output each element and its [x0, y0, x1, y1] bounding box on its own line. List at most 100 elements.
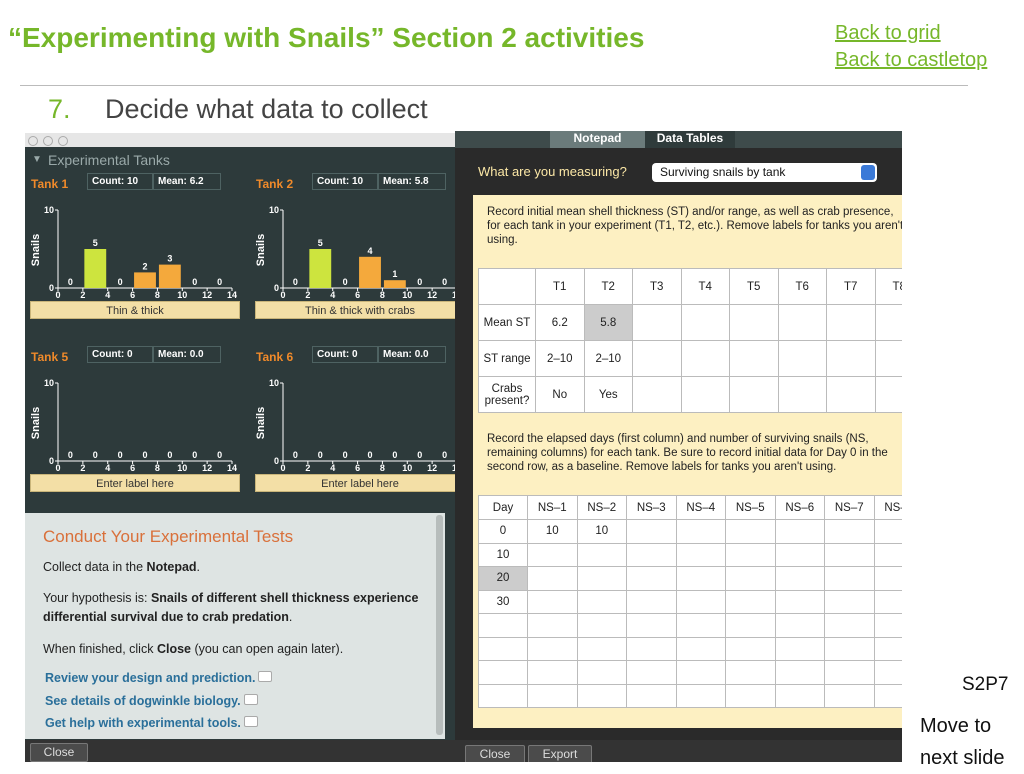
table-cell[interactable]: [626, 613, 677, 638]
window-button[interactable]: [28, 136, 38, 146]
table-cell[interactable]: [826, 376, 876, 413]
table-cell[interactable]: [824, 589, 875, 614]
table-cell[interactable]: Yes: [583, 376, 633, 413]
close-button[interactable]: Close: [30, 743, 88, 762]
table-cell[interactable]: [632, 340, 682, 377]
table-cell[interactable]: [725, 542, 776, 567]
table-cell[interactable]: [527, 683, 578, 708]
table-cell[interactable]: [675, 613, 726, 638]
table-cell[interactable]: [873, 519, 902, 544]
table-cell[interactable]: 5.8: [583, 304, 633, 341]
table-cell[interactable]: 20: [478, 566, 528, 591]
table-cell[interactable]: [774, 519, 825, 544]
table-cell[interactable]: [725, 683, 776, 708]
table-cell[interactable]: [576, 636, 627, 661]
table-cell[interactable]: [873, 683, 902, 708]
table-cell[interactable]: [873, 542, 902, 567]
close-button[interactable]: Close: [465, 745, 525, 762]
bar[interactable]: [158, 264, 181, 288]
table-cell[interactable]: [873, 566, 902, 591]
table-cell[interactable]: [729, 340, 779, 377]
table-cell[interactable]: [576, 589, 627, 614]
table-cell[interactable]: [824, 566, 875, 591]
help-link[interactable]: See details of dogwinkle biology.: [45, 693, 258, 708]
table-cell[interactable]: [675, 542, 726, 567]
table-cell[interactable]: [824, 636, 875, 661]
table-cell[interactable]: 10: [478, 542, 528, 567]
table-cell[interactable]: [777, 304, 827, 341]
table-cell[interactable]: 30: [478, 589, 528, 614]
table-cell[interactable]: 10: [527, 519, 578, 544]
table-cell[interactable]: [725, 519, 776, 544]
table-cell[interactable]: [873, 589, 902, 614]
table-cell[interactable]: [824, 683, 875, 708]
tab[interactable]: Notepad: [550, 131, 645, 148]
bar[interactable]: [383, 280, 406, 288]
table-cell[interactable]: [777, 340, 827, 377]
tank-label-button[interactable]: Enter label here: [255, 474, 455, 492]
table-cell[interactable]: [675, 636, 726, 661]
table-cell[interactable]: [826, 340, 876, 377]
table-cell[interactable]: [527, 542, 578, 567]
window-button[interactable]: [43, 136, 53, 146]
table-cell[interactable]: [675, 519, 726, 544]
table-cell[interactable]: [576, 683, 627, 708]
table-cell[interactable]: [478, 683, 528, 708]
table-cell[interactable]: [675, 589, 726, 614]
table-cell[interactable]: [774, 566, 825, 591]
table-cell[interactable]: [478, 660, 528, 685]
bar[interactable]: [359, 256, 381, 288]
table-cell[interactable]: [626, 683, 677, 708]
table-cell[interactable]: [774, 542, 825, 567]
table-cell[interactable]: [478, 613, 528, 638]
table-cell[interactable]: [527, 566, 578, 591]
table-cell[interactable]: [527, 589, 578, 614]
measure-select[interactable]: Surviving snails by tank: [652, 163, 877, 182]
table-cell[interactable]: [675, 683, 726, 708]
nav-link[interactable]: Back to castletop: [835, 49, 988, 71]
table-cell[interactable]: [626, 660, 677, 685]
tab[interactable]: Data Tables: [645, 131, 735, 148]
table-cell[interactable]: [675, 566, 726, 591]
table-cell[interactable]: 10: [576, 519, 627, 544]
table-cell[interactable]: [774, 683, 825, 708]
table-cell[interactable]: [826, 304, 876, 341]
next-slide-link[interactable]: Move to next slide: [920, 715, 1005, 769]
table-cell[interactable]: [680, 376, 730, 413]
table-cell[interactable]: 2–10: [535, 340, 585, 377]
nav-link[interactable]: Back to grid: [835, 22, 941, 44]
table-cell[interactable]: 2–10: [583, 340, 633, 377]
table-cell[interactable]: [626, 636, 677, 661]
table-cell[interactable]: [632, 376, 682, 413]
table-cell[interactable]: [874, 340, 902, 377]
table-cell[interactable]: [873, 613, 902, 638]
table-cell[interactable]: [632, 304, 682, 341]
help-link[interactable]: Review your design and prediction.: [45, 671, 273, 685]
export-button[interactable]: Export: [528, 745, 592, 762]
tank-label-button[interactable]: Enter label here: [30, 474, 240, 492]
table-cell[interactable]: [680, 340, 730, 377]
table-cell[interactable]: 0: [478, 519, 528, 544]
table-cell[interactable]: [626, 542, 677, 567]
table-cell[interactable]: [774, 589, 825, 614]
tank-label-button[interactable]: Thin & thick with crabs: [255, 301, 455, 319]
table-cell[interactable]: [824, 542, 875, 567]
table-cell[interactable]: [527, 636, 578, 661]
table-cell[interactable]: [725, 613, 776, 638]
bar[interactable]: [309, 249, 332, 288]
table-cell[interactable]: [527, 613, 578, 638]
table-cell[interactable]: [725, 589, 776, 614]
table-cell[interactable]: [725, 566, 776, 591]
table-cell[interactable]: [626, 589, 677, 614]
help-link[interactable]: Get help with experimental tools.: [45, 716, 258, 730]
table-cell[interactable]: [774, 613, 825, 638]
table-cell[interactable]: [576, 660, 627, 685]
table-cell[interactable]: [873, 636, 902, 661]
table-cell[interactable]: [774, 660, 825, 685]
window-button[interactable]: [58, 136, 68, 146]
table-cell[interactable]: [729, 376, 779, 413]
bar[interactable]: [134, 272, 156, 288]
table-cell[interactable]: 6.2: [535, 304, 585, 341]
table-cell[interactable]: [725, 636, 776, 661]
table-cell[interactable]: [729, 304, 779, 341]
